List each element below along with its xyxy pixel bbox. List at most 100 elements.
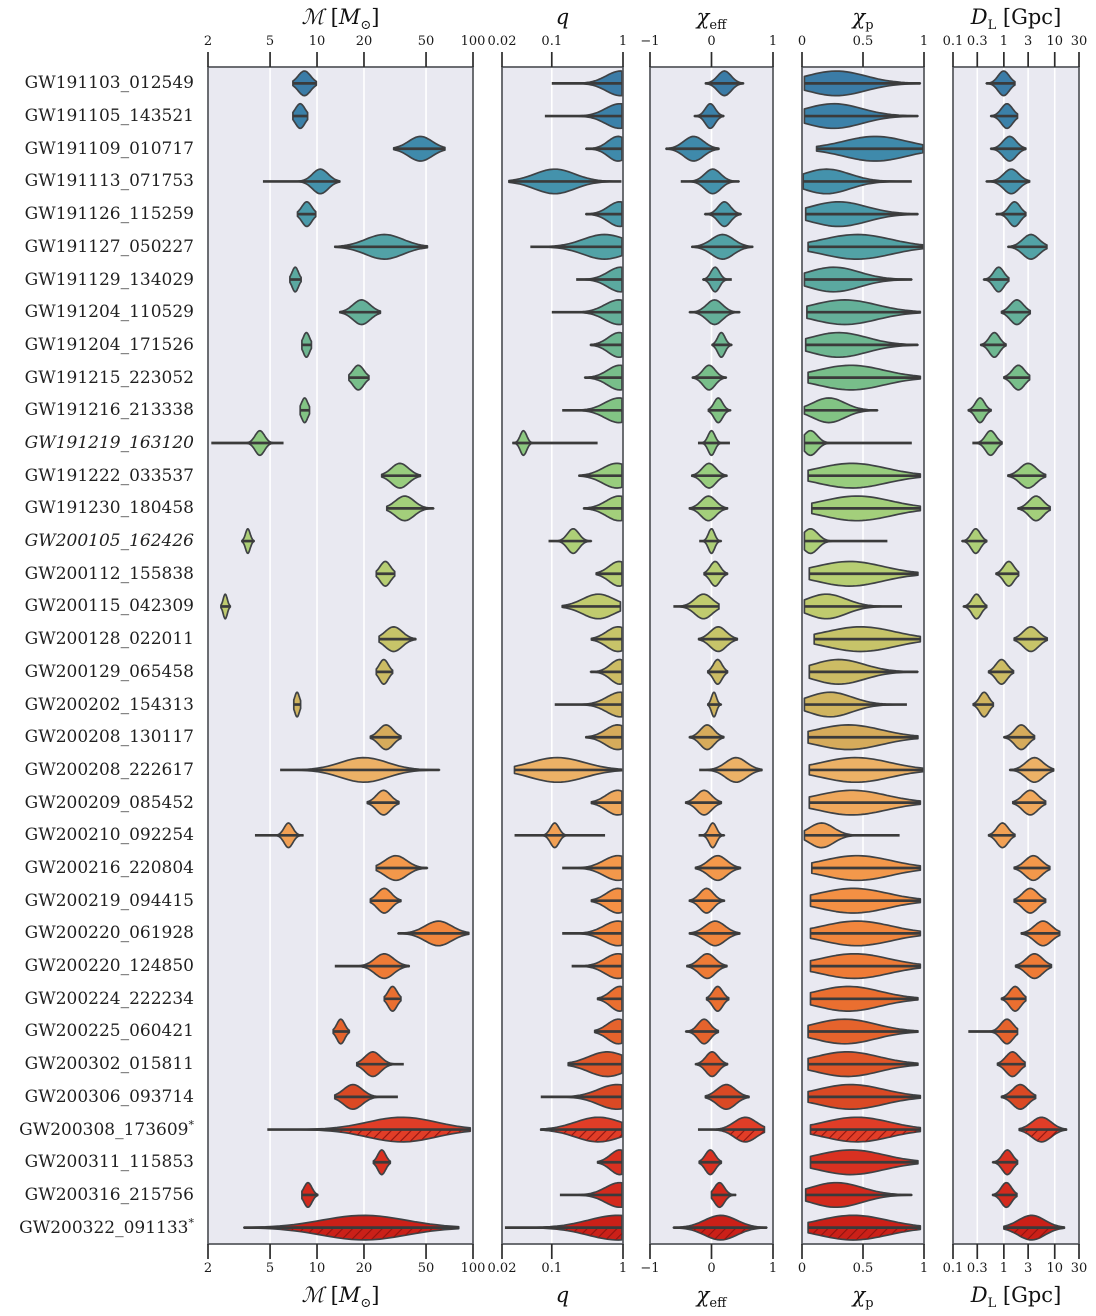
event-label: GW200208_222617 xyxy=(24,759,194,780)
event-label: GW191230_180458 xyxy=(24,498,194,519)
axis-title-part: p xyxy=(865,1296,874,1312)
axis-title-part: ] xyxy=(371,1283,380,1307)
violin-hatch xyxy=(540,1129,622,1142)
axis-title-part: [Gpc] xyxy=(996,1283,1062,1307)
violin-hatch xyxy=(519,1227,622,1240)
event-label: GW191222_033537 xyxy=(24,465,194,486)
starred-marker: * xyxy=(188,1215,195,1229)
axis-title-part: L xyxy=(987,1296,997,1312)
tick-label: 1 xyxy=(999,1261,1008,1276)
axis-title-part: eff xyxy=(709,1296,727,1312)
tick-label: 10 xyxy=(1046,34,1063,49)
tick-label: 3 xyxy=(1023,34,1033,49)
tick-label: 1 xyxy=(919,1261,929,1276)
axis-title-bottom-q: q xyxy=(472,1279,653,1311)
violin-hatch xyxy=(288,1129,471,1142)
axis-title-top-q: q xyxy=(472,1,653,33)
violin-hatch xyxy=(1003,1227,1065,1240)
tick-label: 1 xyxy=(768,1261,778,1276)
event-label: GW200316_215756 xyxy=(24,1184,194,1205)
tick-label: 0 xyxy=(797,1261,807,1276)
starred-marker: * xyxy=(188,1117,195,1131)
axis-title-part: χ xyxy=(852,5,866,29)
event-label: GW200220_061928 xyxy=(24,923,194,944)
tick-label: 1 xyxy=(618,34,628,49)
tick-label: 20 xyxy=(355,34,373,49)
tick-label: 0.1 xyxy=(942,34,964,49)
event-label: GW191109_010717 xyxy=(24,138,194,159)
event-label: GW200306_093714 xyxy=(24,1086,194,1107)
tick-label: 20 xyxy=(355,1261,373,1276)
panel-frame xyxy=(207,66,474,1245)
event-label: GW191113_071753 xyxy=(24,171,194,192)
event-label: GW200209_085452 xyxy=(24,792,194,813)
axis-title-part: χ xyxy=(852,1283,866,1307)
panel-dl xyxy=(952,52,1080,1259)
tick-label: 1 xyxy=(919,34,929,49)
event-label: GW200105_162426 xyxy=(24,531,194,552)
axis-title-part: ] xyxy=(371,5,380,29)
axis-title-bottom-dl: DL [Gpc] xyxy=(923,1279,1096,1311)
axis-title-part: [Gpc] xyxy=(996,5,1062,29)
tick-label: 5 xyxy=(265,1261,275,1276)
tick-label: 0.3 xyxy=(966,34,988,49)
tick-label: 2 xyxy=(203,1261,213,1276)
panel-q xyxy=(501,52,624,1259)
tick-label: 10 xyxy=(308,1261,326,1276)
event-label: GW200129_065458 xyxy=(24,661,194,682)
tick-label: 100 xyxy=(460,1261,486,1276)
tick-label: 1 xyxy=(768,34,778,49)
event-label: GW200112_155838 xyxy=(24,563,194,584)
axis-title-part: p xyxy=(865,18,874,34)
panel-background xyxy=(208,67,473,1244)
tick-label: 0.5 xyxy=(852,34,874,49)
event-label: GW191127_050227 xyxy=(24,236,194,257)
tick-label: 30 xyxy=(1070,1261,1088,1276)
tick-label: 10 xyxy=(1046,1261,1063,1276)
tick-label: 0.02 xyxy=(487,1261,517,1276)
axis-title-part: eff xyxy=(709,18,727,34)
panel-background xyxy=(953,67,1079,1244)
tick-label: 100 xyxy=(460,34,486,49)
axis-title-top-chip: χp xyxy=(772,1,954,33)
axis-title-part: M xyxy=(338,5,361,29)
axis-title-top-mchirp: ℳ [M⊙] xyxy=(178,1,503,33)
violin-hatch xyxy=(808,1227,921,1240)
panel-frame xyxy=(952,66,1080,1245)
axis-title-part: M xyxy=(338,1283,361,1307)
event-label: GW200219_094415 xyxy=(24,890,194,911)
tick-label: −1 xyxy=(640,1261,660,1276)
axis-title-part: ℳ xyxy=(301,5,324,29)
event-label: GW200225_060421 xyxy=(24,1021,194,1042)
event-label: GW191216_213338 xyxy=(24,400,194,421)
tick-label: 5 xyxy=(265,34,275,49)
axis-title-top-dl: DL [Gpc] xyxy=(923,1,1096,33)
tick-label: 0.1 xyxy=(942,1261,964,1276)
event-label: GW191204_110529 xyxy=(24,302,194,323)
axis-title-part: ⊙ xyxy=(360,1296,372,1312)
axis-title-part: ℳ xyxy=(301,1283,324,1307)
panel-background xyxy=(502,67,623,1244)
tick-label: 0 xyxy=(707,34,716,49)
event-label: GW200302_015811 xyxy=(24,1054,194,1075)
event-label: GW191126_115259 xyxy=(24,204,194,225)
tick-label: 0.5 xyxy=(852,1261,874,1276)
axis-title-part: L xyxy=(987,18,997,34)
tick-label: 0.02 xyxy=(487,34,517,49)
violin-hatch xyxy=(243,1227,459,1240)
axis-title-part: χ xyxy=(696,1283,710,1307)
event-label: GW191103_012549 xyxy=(24,73,194,94)
event-label: GW200308_173609* xyxy=(19,1117,195,1140)
tick-label: 1 xyxy=(999,34,1008,49)
violin-hatch xyxy=(810,1129,921,1142)
axis-title-part: q xyxy=(555,5,570,29)
event-label: GW191204_171526 xyxy=(24,334,194,355)
panel-frame xyxy=(501,66,624,1245)
axis-title-part: ⊙ xyxy=(360,18,372,34)
event-label: GW200128_022011 xyxy=(24,629,194,650)
tick-label: 10 xyxy=(308,34,326,49)
tick-label: 3 xyxy=(1023,1261,1033,1276)
axis-title-part: [ xyxy=(323,1283,339,1307)
axis-title-top-chieff: χeff xyxy=(620,1,803,33)
axis-title-part: χ xyxy=(696,5,710,29)
